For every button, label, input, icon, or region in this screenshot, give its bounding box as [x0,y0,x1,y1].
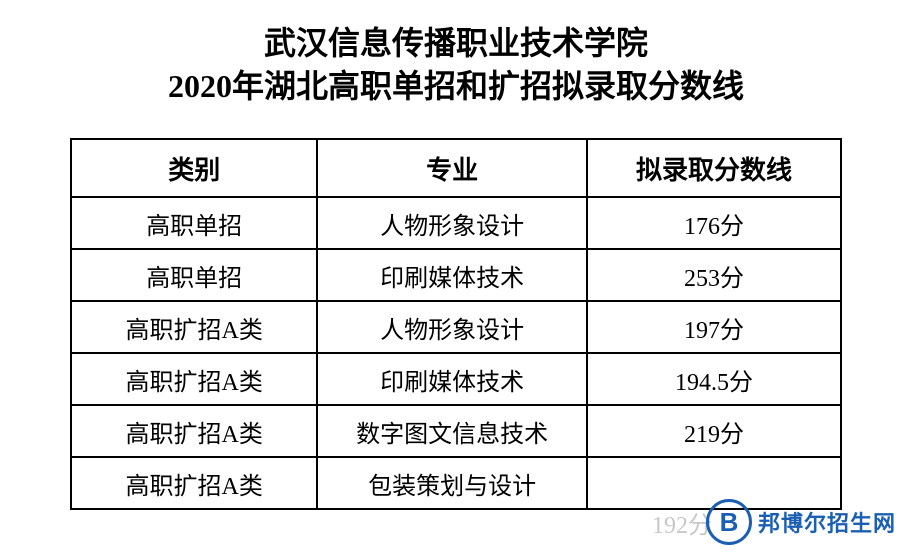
faded-score-text: 192分 [652,505,712,540]
watermark: B 邦博尔招生网 [706,499,896,545]
col-header-score: 拟录取分数线 [587,139,841,197]
table-row: 高职扩招A类 人物形象设计 197分 [71,301,841,353]
title-line-1: 武汉信息传播职业技术学院 [70,22,842,65]
cell-major: 印刷媒体技术 [317,249,587,301]
table-header-row: 类别 专业 拟录取分数线 [71,139,841,197]
cell-score: 253分 [587,249,841,301]
cell-major: 数字图文信息技术 [317,405,587,457]
cell-score: 194.5分 [587,353,841,405]
cell-major: 印刷媒体技术 [317,353,587,405]
watermark-site-text: 邦博尔招生网 [758,506,896,538]
table-row: 高职单招 人物形象设计 176分 [71,197,841,249]
title-line-2: 2020年湖北高职单招和扩招拟录取分数线 [70,65,842,108]
table-row: 高职扩招A类 印刷媒体技术 194.5分 [71,353,841,405]
logo-icon: B [706,499,752,545]
cell-category: 高职扩招A类 [71,405,317,457]
cell-score: 197分 [587,301,841,353]
cell-major: 人物形象设计 [317,197,587,249]
col-header-major: 专业 [317,139,587,197]
page-title: 武汉信息传播职业技术学院 2020年湖北高职单招和扩招拟录取分数线 [70,22,842,108]
cell-major: 包装策划与设计 [317,457,587,509]
cell-category: 高职单招 [71,197,317,249]
cell-category: 高职单招 [71,249,317,301]
cell-major: 人物形象设计 [317,301,587,353]
table-row: 高职扩招A类 数字图文信息技术 219分 [71,405,841,457]
score-table: 类别 专业 拟录取分数线 高职单招 人物形象设计 176分 高职单招 印刷媒体技… [70,138,842,510]
cell-score: 219分 [587,405,841,457]
cell-category: 高职扩招A类 [71,457,317,509]
cell-category: 高职扩招A类 [71,301,317,353]
cell-category: 高职扩招A类 [71,353,317,405]
cell-score: 176分 [587,197,841,249]
col-header-category: 类别 [71,139,317,197]
table-row: 高职单招 印刷媒体技术 253分 [71,249,841,301]
